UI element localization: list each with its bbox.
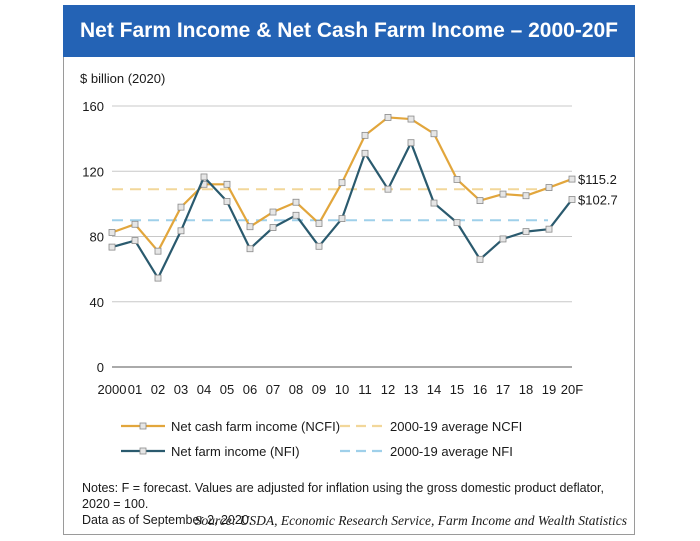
data-point-nfi [522, 228, 530, 236]
x-tick-label: 12 [381, 382, 395, 397]
x-tick-label: 16 [473, 382, 487, 397]
x-tick-label: 13 [404, 382, 418, 397]
data-point-nfi [108, 243, 116, 251]
x-tick-label: 2000 [98, 382, 127, 397]
data-point-nfi [361, 149, 369, 157]
x-tick-label: 08 [289, 382, 303, 397]
data-point-ncfi [154, 247, 162, 255]
x-tick-label: 10 [335, 382, 349, 397]
source-credit: Source: USDA, Economic Research Service,… [194, 513, 627, 528]
data-point-ncfi [246, 223, 254, 231]
x-tick-label: 01 [128, 382, 142, 397]
data-point-ncfi [384, 114, 392, 121]
data-point-ncfi [499, 190, 507, 198]
data-point-nfi [269, 224, 277, 231]
data-point-ncfi [522, 192, 530, 200]
data-point-ncfi [177, 203, 185, 211]
x-tick-label: 03 [174, 382, 188, 397]
legend-ncfi-marker [139, 422, 147, 430]
x-tick-label: 04 [197, 382, 211, 397]
chart-title: Net Farm Income & Net Cash Farm Income –… [63, 5, 635, 57]
data-point-ncfi [292, 198, 300, 206]
notes-line-2: Data as of September 2, 2020. [82, 513, 253, 527]
x-tick-label: 19 [542, 382, 556, 397]
end-value-label: $102.7 [578, 192, 618, 207]
data-point-nfi [453, 219, 461, 227]
x-tick-label: 06 [243, 382, 257, 397]
legend-ncfi-label: Net cash farm income (NCFI) [171, 419, 340, 434]
y-tick-label: 160 [82, 99, 104, 114]
data-point-ncfi [545, 184, 553, 191]
data-point-nfi [315, 242, 323, 250]
data-point-ncfi [407, 115, 415, 123]
x-tick-label: 05 [220, 382, 234, 397]
chart-frame [63, 5, 635, 535]
legend-avg-nfi-label: 2000-19 average NFI [390, 444, 513, 459]
data-point-ncfi [338, 179, 346, 187]
y-tick-label: 0 [97, 360, 104, 375]
y-tick-label: 80 [90, 230, 104, 245]
data-point-nfi [545, 225, 553, 233]
end-value-label: $115.2 [578, 172, 617, 187]
x-tick-label: 09 [312, 382, 326, 397]
x-tick-label: 07 [266, 382, 280, 397]
data-point-ncfi [568, 175, 576, 183]
legend-nfi-marker [139, 447, 147, 455]
data-point-nfi [200, 173, 208, 181]
data-point-ncfi [476, 197, 484, 205]
x-tick-label: 15 [450, 382, 464, 397]
data-point-ncfi [430, 130, 438, 138]
data-point-ncfi [108, 229, 116, 236]
data-point-nfi [499, 235, 507, 243]
data-point-nfi [223, 198, 231, 205]
data-point-nfi [476, 255, 484, 263]
notes-line-1: Notes: F = forecast. Values are adjusted… [82, 481, 604, 511]
data-point-nfi [384, 185, 392, 193]
data-point-nfi [292, 211, 300, 219]
x-tick-label: 02 [151, 382, 165, 397]
data-point-ncfi [269, 208, 277, 216]
y-axis-label: $ billion (2020) [80, 71, 165, 86]
data-point-nfi [246, 245, 254, 253]
data-point-nfi [338, 215, 346, 222]
data-point-ncfi [361, 131, 369, 139]
data-point-nfi [430, 199, 438, 207]
data-point-ncfi [453, 176, 461, 183]
data-point-ncfi [223, 180, 231, 188]
data-point-ncfi [315, 220, 323, 227]
x-tick-label: 14 [427, 382, 441, 397]
data-point-nfi [154, 274, 162, 282]
y-tick-label: 40 [90, 295, 104, 310]
data-point-nfi [177, 227, 185, 235]
x-tick-label: 20F [561, 382, 583, 397]
data-point-nfi [131, 237, 139, 244]
data-point-nfi [407, 139, 415, 147]
legend-nfi-label: Net farm income (NFI) [171, 444, 300, 459]
x-tick-label: 18 [519, 382, 533, 397]
y-tick-label: 120 [82, 164, 104, 179]
x-tick-label: 17 [496, 382, 510, 397]
x-tick-label: 11 [358, 382, 372, 397]
legend-avg-ncfi-label: 2000-19 average NCFI [390, 419, 522, 434]
data-point-ncfi [131, 220, 139, 228]
notes: Notes: F = forecast. Values are adjusted… [82, 480, 622, 528]
data-point-nfi [568, 196, 576, 203]
